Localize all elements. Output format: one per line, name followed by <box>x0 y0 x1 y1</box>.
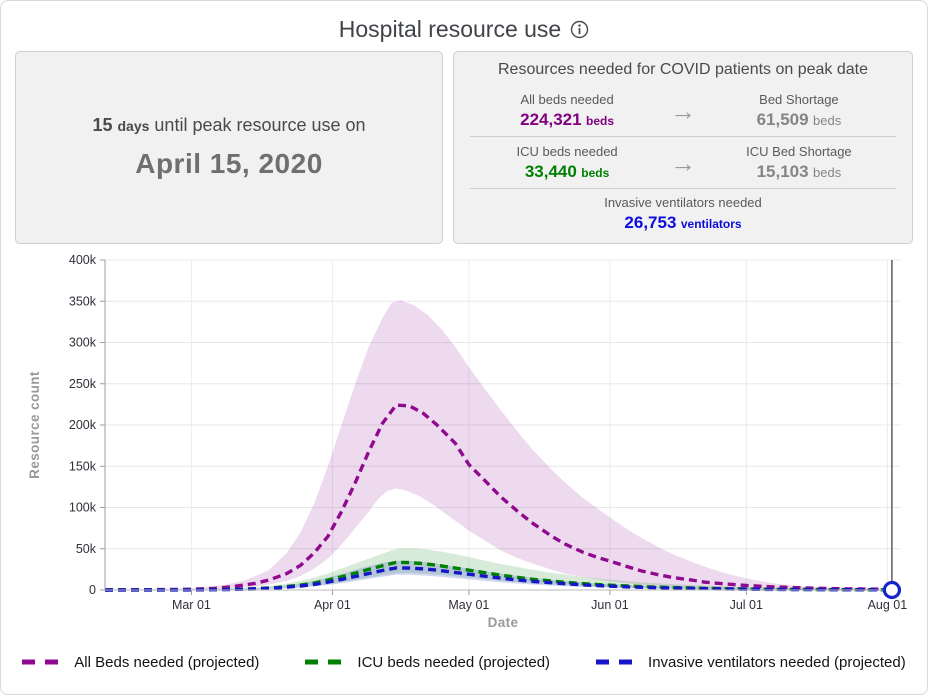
y-tick-label: 300k <box>69 336 97 350</box>
peak-countdown-panel: 15 days until peak resource use on April… <box>15 51 443 244</box>
legend-item-ventilators[interactable]: Invasive ventilators needed (projected) <box>596 654 906 671</box>
dashed-line-swatch <box>22 659 63 665</box>
date-scrubber-handle[interactable] <box>882 580 902 600</box>
header: Hospital resource use <box>1 1 927 45</box>
icu-bed-shortage-stat: ICU Bed Shortage 15,103 beds <box>708 144 890 182</box>
stat-unit: ventilators <box>680 217 742 231</box>
stat-unit: beds <box>586 113 615 128</box>
y-tick-label: 150k <box>69 459 97 473</box>
x-tick-label: May 01 <box>448 598 489 612</box>
peak-date: April 15, 2020 <box>135 148 323 179</box>
chart-canvas[interactable]: 0 50k 100k 150k 200k 250k 300k 350k 400k Mar 01 Ap… <box>1 244 927 641</box>
legend-label: Invasive ventilators needed (projected) <box>648 653 906 671</box>
y-tick-label: 250k <box>69 377 97 391</box>
stat-unit: beds <box>813 164 842 180</box>
peak-days-unit: days <box>117 118 150 134</box>
arrow-right-icon: → <box>670 95 696 126</box>
all-beds-row: All beds needed 224,321 beds → Bed Short… <box>470 85 896 136</box>
all-beds-projected-line <box>104 403 902 592</box>
y-tick-label: 400k <box>69 253 97 267</box>
page-title: Hospital resource use <box>338 16 562 42</box>
stat-unit: beds <box>581 165 610 180</box>
stat-label: Invasive ventilators needed <box>604 195 762 210</box>
x-tick-label: Jun 01 <box>591 598 629 612</box>
peak-countdown-text: 15 days until peak resource use on <box>92 115 365 136</box>
x-tick-label: Mar 01 <box>172 598 211 612</box>
bed-shortage-stat: Bed Shortage 61,509 beds <box>708 92 890 130</box>
dashed-line-swatch <box>596 659 637 665</box>
stat-value: 61,509 <box>756 109 809 129</box>
y-tick-label: 100k <box>69 501 97 515</box>
stat-label: ICU Bed Shortage <box>746 143 852 159</box>
icu-beds-projected-line <box>104 560 901 592</box>
ventilators-confidence-band <box>105 560 901 590</box>
stat-value: 26,753 <box>624 213 677 232</box>
x-tick-label: Jul 01 <box>730 598 763 612</box>
x-tick-label: Aug 01 <box>868 598 908 612</box>
x-axis-title: Date <box>488 615 519 630</box>
peak-until-text: until peak resource use on <box>154 115 366 135</box>
stat-value: 224,321 <box>520 109 582 129</box>
all-beds-needed-stat: All beds needed 224,321 beds <box>476 92 658 130</box>
y-axis-title: Resource count <box>27 371 42 479</box>
y-tick-label: 200k <box>69 418 97 432</box>
summary-panels: 15 days until peak resource use on April… <box>1 45 927 244</box>
y-tick-label: 50k <box>76 542 97 556</box>
dashed-line-swatch <box>305 659 346 665</box>
arrow-right-icon: → <box>670 147 696 178</box>
y-tick-label: 350k <box>69 294 97 308</box>
ventilators-projected-line <box>104 566 901 592</box>
x-tick-label: Apr 01 <box>314 598 351 612</box>
stat-value: 33,440 <box>524 161 577 181</box>
stat-label: Bed Shortage <box>759 91 839 107</box>
ventilators-stat: Invasive ventilators needed 26,753 venti… <box>470 188 896 237</box>
info-icon[interactable] <box>570 20 589 39</box>
icu-beds-needed-stat: ICU beds needed 33,440 beds <box>476 144 658 182</box>
stat-unit: beds <box>813 112 842 128</box>
peak-days-value: 15 <box>92 115 113 135</box>
y-tick-label: 0 <box>89 583 96 597</box>
legend-label: ICU beds needed (projected) <box>357 653 551 671</box>
legend-item-icu-beds[interactable]: ICU beds needed (projected) <box>305 654 550 671</box>
all-beds-confidence-band <box>105 300 901 590</box>
stat-value: 15,103 <box>756 161 809 181</box>
legend-item-all-beds[interactable]: All Beds needed (projected) <box>22 654 259 671</box>
chart-legend: All Beds needed (projected) ICU beds nee… <box>1 641 927 683</box>
resources-panel-title: Resources needed for COVID patients on p… <box>498 61 868 78</box>
icu-beds-row: ICU beds needed 33,440 beds → ICU Bed Sh… <box>470 136 896 188</box>
icu-beds-confidence-band <box>105 548 901 590</box>
resources-panel: Resources needed for COVID patients on p… <box>453 51 913 244</box>
stat-label: All beds needed <box>520 91 614 107</box>
stat-label: ICU beds needed <box>516 143 618 159</box>
legend-label: All Beds needed (projected) <box>74 653 260 671</box>
